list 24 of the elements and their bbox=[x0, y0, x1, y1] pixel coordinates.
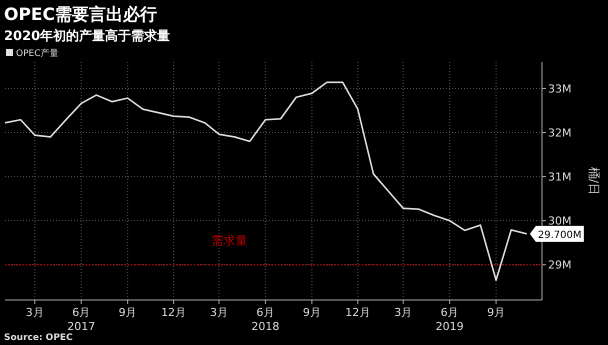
x-tick-label: 6月 2017 bbox=[67, 306, 96, 333]
y-axis-title: 桶/日 bbox=[587, 166, 601, 196]
x-tick-label: 12月 bbox=[345, 306, 370, 319]
x-tick-label: 12月 bbox=[161, 306, 186, 319]
legend-label: OPEC产量 bbox=[16, 48, 58, 59]
chart-title: OPEC需要言出必行 bbox=[4, 5, 157, 25]
x-tick-label: 6月 2019 bbox=[436, 306, 464, 333]
x-tick-label: 3月 bbox=[394, 306, 412, 319]
line-series bbox=[4, 81, 528, 281]
y-tick-label: 33M bbox=[548, 82, 572, 96]
x-tick-label: 6月 2018 bbox=[251, 306, 280, 333]
y-tick-label: 29M bbox=[548, 258, 572, 272]
x-tick-label: 3月 bbox=[210, 306, 228, 319]
x-tick-label: 3月 bbox=[26, 306, 44, 319]
ref-line-label: 需求量 bbox=[212, 234, 248, 248]
y-tick-label: 32M bbox=[548, 126, 572, 140]
x-tick-label: 9月 bbox=[302, 306, 321, 319]
x-tick-label: 9月 bbox=[487, 306, 506, 319]
y-tick-label: 31M bbox=[548, 170, 572, 184]
chart-subtitle: 2020年初的产量高于需求量 bbox=[4, 28, 170, 44]
x-tick-label: 9月 bbox=[118, 306, 137, 319]
source-note: Source: OPEC bbox=[4, 333, 74, 343]
data-label: 29.700M bbox=[538, 230, 582, 241]
y-tick-label: 30M bbox=[548, 214, 572, 228]
